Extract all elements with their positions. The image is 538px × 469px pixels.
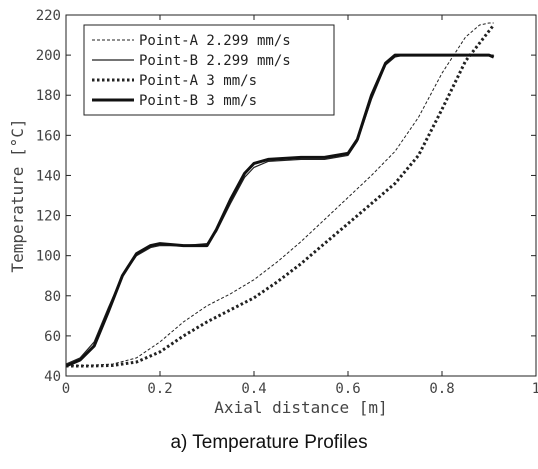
tick-layer: 0 0.2 0.4 0.6 0.8 140608010012014016018020022… [36, 8, 538, 397]
y-tick-label: 180 [36, 88, 61, 104]
y-tick-label: 60 [44, 329, 61, 345]
legend-label-3: Point-A 3 mm/s [139, 73, 257, 89]
y-tick-label: 80 [44, 289, 61, 305]
y-tick-label: 160 [36, 128, 61, 144]
figure-caption: a) Temperature Profiles [170, 432, 368, 453]
y-tick-label: 100 [36, 249, 61, 265]
x-tick-label: 1 [532, 381, 538, 397]
series-line-1 [65, 22, 494, 367]
x-tick-label: 0.4 [241, 381, 266, 397]
x-tick-label: 0.2 [147, 381, 172, 397]
legend-label-4: Point-B 3 mm/s [139, 93, 257, 109]
plot-frame [65, 14, 537, 377]
y-tick-label: 40 [44, 369, 61, 385]
series-line-4 [65, 53, 495, 368]
x-tick-label: 0.6 [335, 381, 360, 397]
legend-label-1: Point-A 2.299 mm/s [139, 33, 291, 49]
legend-label-2: Point-B 2.299 mm/s [139, 53, 291, 69]
y-tick-label: 200 [36, 48, 61, 64]
y-axis-label: Temperature [°C] [8, 118, 27, 272]
y-tick-label: 120 [36, 209, 61, 225]
series-layer [65, 22, 495, 368]
series-line-3 [66, 24, 495, 368]
legend: Point-A 2.299 mm/s Point-B 2.299 mm/s Poin… [83, 24, 335, 116]
y-tick-label: 220 [36, 8, 61, 24]
y-tick-label: 140 [36, 168, 61, 184]
x-tick-label: 0.8 [429, 381, 454, 397]
temperature-profile-chart: 0 0.2 0.4 0.6 0.8 140608010012014016018020022… [8, 8, 538, 417]
x-tick-label: 0 [62, 381, 70, 397]
x-axis-label: Axial distance [m] [214, 398, 387, 417]
